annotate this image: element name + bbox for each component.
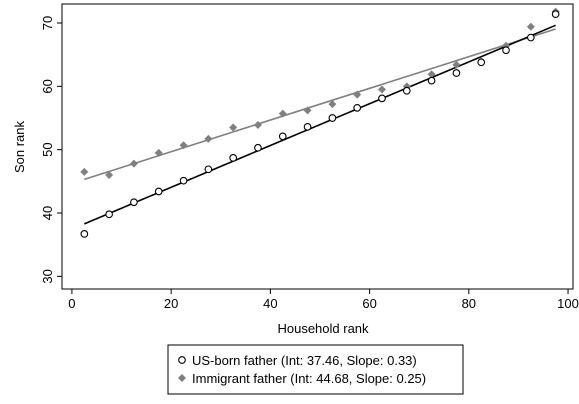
y-axis-label: Son rank — [12, 120, 27, 173]
plot-frame — [61, 3, 574, 290]
x-tick-label: 60 — [362, 296, 376, 311]
axes-layer: 0 20 40 60 80 100 30 40 50 60 70 — [40, 3, 579, 311]
y-tick-label: 70 — [40, 16, 55, 30]
data-point — [303, 123, 312, 131]
legend: US-born father (Int: 37.46, Slope: 0.33)… — [167, 344, 464, 395]
data-point — [452, 69, 461, 77]
points-layer — [80, 7, 560, 238]
data-point — [105, 210, 113, 219]
x-tick-label: 40 — [263, 296, 277, 311]
data-point — [105, 171, 114, 179]
data-point — [551, 10, 560, 18]
data-point — [154, 187, 163, 196]
y-tick-label: 30 — [40, 269, 55, 283]
legend-label: US-born father (Int: 37.46, Slope: 0.33) — [192, 353, 417, 368]
data-point — [378, 94, 386, 103]
x-tick-label: 20 — [164, 296, 178, 311]
data-point — [452, 60, 461, 69]
legend-label: Immigrant father (Int: 44.68, Slope: 0.2… — [192, 371, 426, 386]
data-point — [502, 46, 510, 55]
x-tick-label: 0 — [68, 296, 75, 311]
data-point — [129, 159, 138, 168]
x-tick-label: 80 — [462, 296, 476, 311]
fit-layer — [84, 24, 556, 225]
data-point — [204, 134, 213, 143]
data-point — [526, 33, 535, 42]
data-point — [427, 76, 436, 85]
data-point — [477, 58, 486, 67]
y-tick-label: 40 — [40, 206, 55, 220]
data-point — [303, 106, 312, 115]
data-point — [377, 85, 386, 94]
data-point — [229, 123, 238, 132]
data-point — [204, 165, 213, 174]
legend-marker — [178, 356, 186, 364]
data-point — [526, 22, 535, 31]
y-tick-label: 50 — [40, 142, 55, 156]
y-tick-label: 60 — [40, 79, 55, 93]
fit-line — [84, 28, 556, 181]
data-point — [328, 114, 337, 122]
data-point — [80, 167, 89, 176]
data-point — [179, 176, 188, 185]
data-point — [253, 120, 262, 129]
legend-marker — [178, 374, 186, 382]
legend-box — [167, 344, 464, 395]
data-point — [154, 148, 163, 157]
data-point — [130, 198, 138, 207]
data-point — [353, 90, 362, 99]
data-point — [80, 230, 89, 238]
data-point — [328, 100, 337, 109]
data-point — [427, 70, 436, 79]
data-point — [229, 154, 238, 162]
data-point — [179, 141, 188, 150]
x-axis-label: Household rank — [277, 321, 369, 336]
data-point — [278, 109, 287, 118]
data-point — [254, 143, 262, 152]
data-point — [353, 104, 362, 112]
x-tick-label: 100 — [557, 296, 579, 311]
legend-items: US-born father (Int: 37.46, Slope: 0.33)… — [178, 353, 426, 386]
data-point — [278, 132, 287, 141]
data-point — [402, 86, 411, 95]
fit-line — [84, 24, 556, 225]
